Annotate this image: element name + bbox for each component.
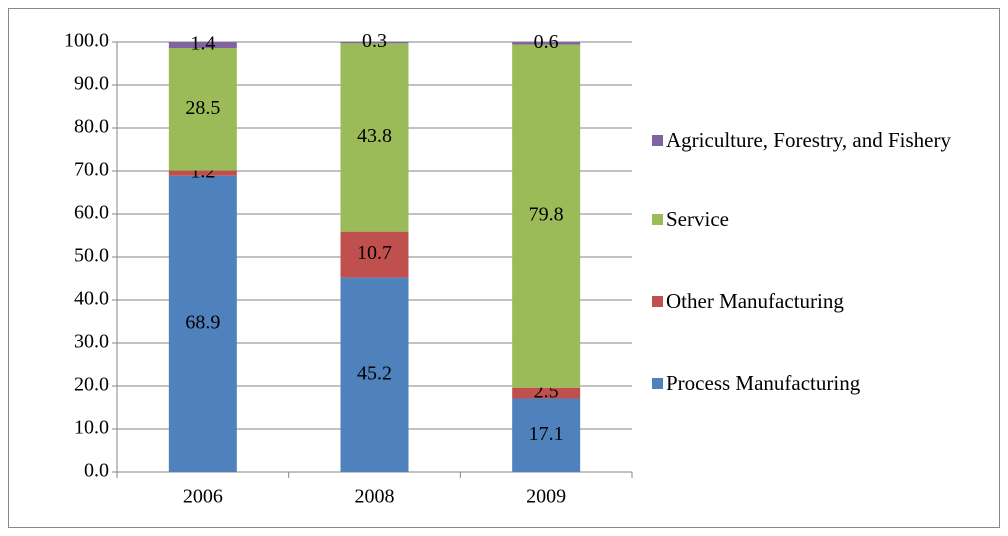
y-tick-label: 0.0: [84, 460, 109, 482]
data-label: 28.5: [185, 97, 220, 119]
bar-segment: [168, 175, 237, 473]
legend-swatch: [652, 135, 663, 146]
y-tick-label: 20.0: [74, 374, 109, 396]
data-label: 43.8: [357, 125, 392, 147]
legend-item: Agriculture, Forestry, and Fishery: [652, 124, 992, 156]
bar-segment: [512, 387, 581, 399]
bar-segment: [512, 42, 581, 45]
data-label: 45.2: [357, 362, 392, 384]
legend-label: Other Manufacturing: [666, 289, 844, 313]
y-tick-label: 30.0: [74, 331, 109, 353]
y-tick-label: 40.0: [74, 288, 109, 310]
x-tick-label: 2009: [526, 486, 566, 508]
bar-segment: [340, 42, 409, 44]
data-label: 79.8: [529, 204, 564, 226]
data-label: 10.7: [357, 242, 392, 264]
x-tick-label: 2008: [355, 486, 395, 508]
data-label: 0.6: [534, 31, 559, 53]
legend-swatch: [652, 378, 663, 389]
bar-segment: [340, 277, 409, 472]
bar-segment: [340, 43, 409, 232]
y-tick-label: 60.0: [74, 202, 109, 224]
frame: [8, 8, 1000, 528]
bar-segment: [168, 42, 237, 49]
legend-swatch: [652, 214, 663, 225]
bar-segment: [168, 48, 237, 171]
data-label: 0.3: [362, 30, 387, 52]
legend-label: Process Manufacturing: [666, 371, 861, 395]
bar-segment: [168, 170, 237, 176]
legend-label: Service: [666, 207, 729, 231]
data-label: 17.1: [529, 423, 564, 445]
bar-segment: [340, 231, 409, 278]
bar-segment: [512, 44, 581, 388]
x-tick-label: 2006: [183, 486, 223, 508]
y-tick-label: 70.0: [74, 159, 109, 181]
data-label: 68.9: [185, 311, 220, 333]
legend-label: Agriculture, Forestry, and Fishery: [666, 128, 951, 152]
legend-item: Service: [652, 203, 992, 235]
y-tick-label: 100.0: [64, 30, 109, 52]
bar-segment: [512, 398, 581, 472]
legend-swatch: [652, 296, 663, 307]
y-tick-label: 10.0: [74, 417, 109, 439]
legend-item: Other Manufacturing: [652, 285, 992, 317]
y-tick-label: 50.0: [74, 245, 109, 267]
data-label: 1.4: [190, 33, 215, 55]
legend-item: Process Manufacturing: [652, 367, 992, 399]
y-tick-label: 90.0: [74, 73, 109, 95]
y-tick-label: 80.0: [74, 116, 109, 138]
